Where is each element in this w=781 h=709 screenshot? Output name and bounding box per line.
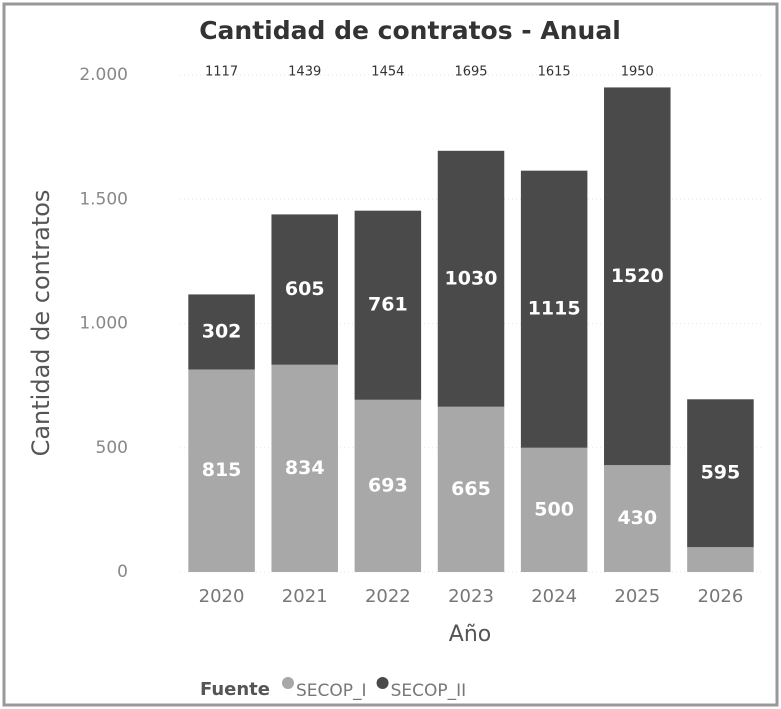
bar-segment xyxy=(687,547,754,572)
data-label: 595 xyxy=(701,462,741,484)
data-label: 1030 xyxy=(445,267,498,289)
data-label: 815 xyxy=(202,459,242,481)
legend-label: SECOP_I xyxy=(296,681,367,701)
data-label: 761 xyxy=(368,294,408,316)
y-tick-label: 1.000 xyxy=(79,314,128,334)
x-tick-label: 2026 xyxy=(698,586,744,607)
total-label: 1615 xyxy=(538,65,571,80)
legend-label: SECOP_II xyxy=(391,681,467,701)
y-axis-label: Cantidad de contratos xyxy=(27,190,55,457)
data-label: 500 xyxy=(534,498,574,520)
data-label: 430 xyxy=(617,507,657,529)
y-tick-label: 2.000 xyxy=(79,65,128,85)
bar-segment xyxy=(271,364,338,572)
bar-segment xyxy=(354,210,422,400)
bar-segment xyxy=(604,87,671,466)
bar-segment xyxy=(271,214,338,365)
bar-segment xyxy=(687,399,754,548)
bar-segment xyxy=(437,150,505,407)
bar-segment xyxy=(604,465,671,572)
total-label: 1695 xyxy=(454,65,487,80)
x-tick-label: 2023 xyxy=(448,586,494,607)
data-label: 605 xyxy=(285,278,325,300)
x-tick-label: 2025 xyxy=(614,586,660,607)
bar-segment xyxy=(354,399,422,572)
legend-swatch xyxy=(376,677,389,689)
chart-title: Cantidad de contratos - Anual xyxy=(199,16,621,45)
bar-segment xyxy=(520,170,588,448)
x-axis-label: Año xyxy=(449,622,491,647)
legend-swatch xyxy=(282,677,294,689)
data-label: 693 xyxy=(368,474,408,496)
total-label: 1454 xyxy=(371,65,404,80)
legend-title: Fuente xyxy=(200,679,270,700)
data-label: 1520 xyxy=(611,265,664,287)
y-tick-label: 500 xyxy=(96,438,128,458)
bar-segment xyxy=(520,447,588,572)
total-label: 1950 xyxy=(621,65,654,80)
bar-segment xyxy=(188,369,255,572)
data-label: 834 xyxy=(285,457,325,479)
total-label: 1117 xyxy=(205,65,238,80)
bar-segment xyxy=(437,406,505,572)
total-label: 1439 xyxy=(288,65,321,80)
bar-segment xyxy=(188,294,255,370)
data-label: 665 xyxy=(451,478,491,500)
data-label: 302 xyxy=(202,320,242,342)
y-tick-label: 1.500 xyxy=(79,189,128,209)
x-tick-label: 2022 xyxy=(365,586,411,607)
y-tick-label: 0 xyxy=(117,562,128,582)
x-tick-label: 2020 xyxy=(199,586,245,607)
x-tick-label: 2021 xyxy=(282,586,328,607)
x-tick-label: 2024 xyxy=(531,586,577,607)
data-label: 1115 xyxy=(528,298,581,320)
